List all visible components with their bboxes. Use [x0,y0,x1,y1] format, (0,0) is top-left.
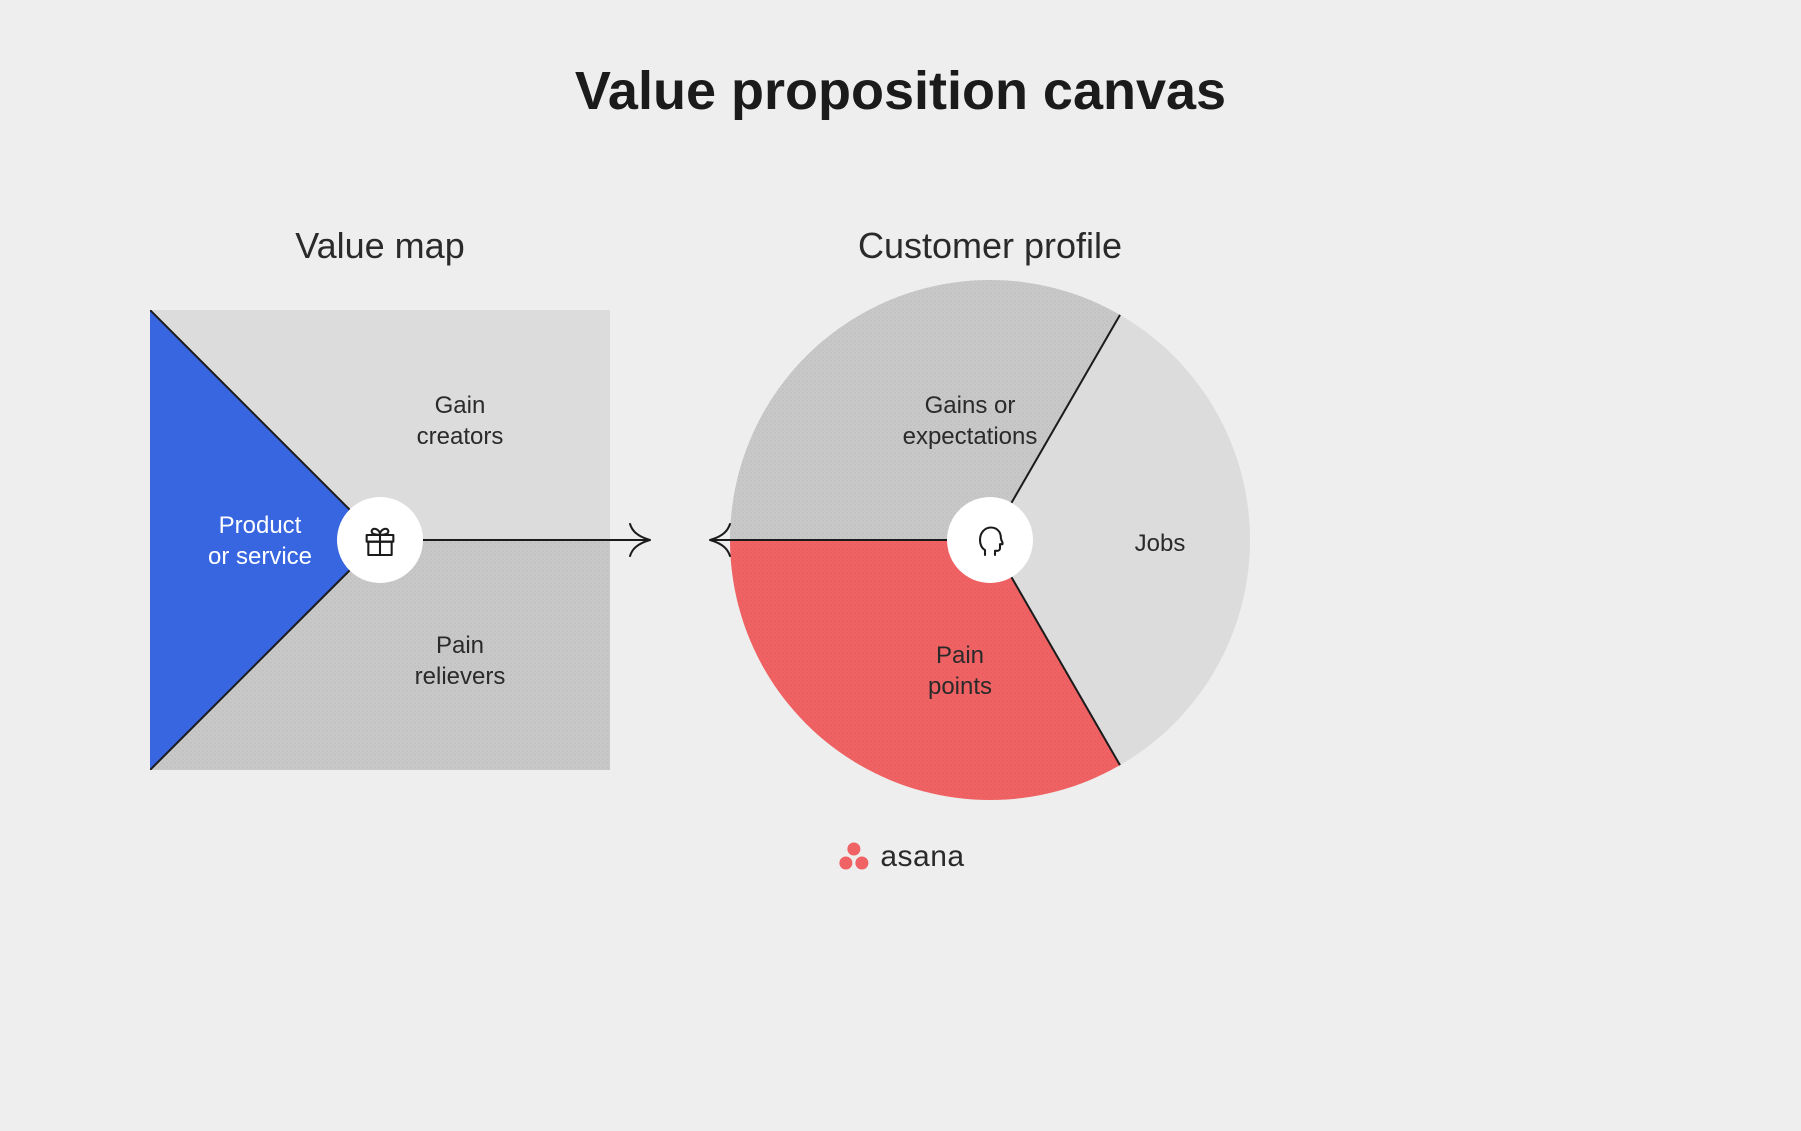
pain-relievers-label: Pain relievers [370,630,550,692]
asana-logo: asana [836,840,964,874]
gain-creators-line2: creators [417,423,504,450]
customer-profile-subtitle: Customer profile [730,225,1250,267]
product-service-line1: Product [219,512,302,539]
head-icon [970,520,1010,560]
pain-points-line1: Pain [936,642,984,669]
value-map-subtitle: Value map [150,225,610,267]
product-service-label: Product or service [170,510,350,572]
gift-icon [360,520,400,560]
pain-relievers-line1: Pain [436,632,484,659]
asana-logo-text: asana [880,840,964,874]
pain-relievers-line2: relievers [415,663,506,690]
product-service-line2: or service [208,543,312,570]
pain-points-label: Pain points [870,640,1050,702]
pain-points-line2: points [928,673,992,700]
gains-line2: expectations [903,423,1038,450]
asana-dots-icon [836,841,870,873]
gain-creators-line1: Gain [435,392,486,419]
jobs-label: Jobs [1100,528,1220,559]
jobs-line1: Jobs [1135,530,1186,557]
value-map-center-circle [337,497,423,583]
gains-line1: Gains or [925,392,1016,419]
gain-creators-label: Gain creators [370,390,550,452]
diagram-canvas: Value proposition canvas Value map Custo… [0,0,1801,1131]
customer-profile-center-circle [947,497,1033,583]
page-title: Value proposition canvas [0,60,1801,122]
gains-label: Gains or expectations [860,390,1080,452]
